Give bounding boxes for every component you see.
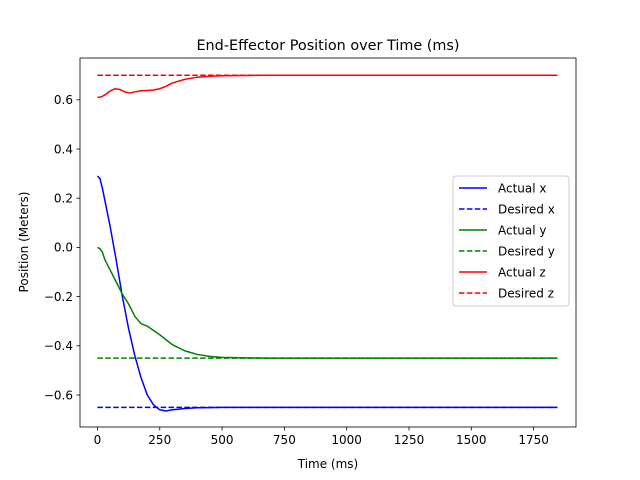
y-tick-label: 0.4: [54, 142, 73, 156]
x-tick-label: 250: [148, 433, 171, 447]
legend-label: Actual x: [498, 182, 547, 196]
x-axis-ticks: 0 250 500 750 1000 1250 1500 1750: [94, 427, 549, 447]
y-axis-label: Position (Meters): [17, 192, 31, 293]
y-axis-ticks: −0.6 −0.4 −0.2 0.0 0.2 0.4 0.6: [44, 93, 80, 402]
y-tick-label: −0.2: [44, 290, 73, 304]
x-tick-label: 0: [94, 433, 102, 447]
x-tick-label: 750: [273, 433, 296, 447]
y-tick-label: 0.6: [54, 93, 73, 107]
legend: Actual x Desired x Actual y Desired y Actual…: [452, 175, 570, 307]
y-tick-label: −0.4: [44, 339, 73, 353]
chart-title: End-Effector Position over Time (ms): [196, 38, 459, 54]
plot-lines: [96, 74, 558, 412]
legend-box: [452, 175, 570, 307]
x-tick-label: 500: [211, 433, 234, 447]
x-tick-label: 1000: [331, 433, 362, 447]
legend-label: Desired z: [498, 287, 554, 301]
x-tick-label: 1250: [394, 433, 425, 447]
y-tick-label: −0.6: [44, 388, 73, 402]
y-tick-label: 0.2: [54, 192, 73, 206]
axes-frame: [79, 57, 577, 428]
legend-label: Desired y: [498, 245, 555, 259]
legend-label: Actual z: [498, 266, 546, 280]
y-tick-label: 0.0: [54, 241, 73, 255]
legend-label: Desired x: [498, 203, 555, 217]
legend-label: Actual y: [498, 224, 547, 238]
x-tick-label: 1500: [456, 433, 487, 447]
x-tick-label: 1750: [518, 433, 549, 447]
x-axis-label: Time (ms): [297, 457, 359, 471]
